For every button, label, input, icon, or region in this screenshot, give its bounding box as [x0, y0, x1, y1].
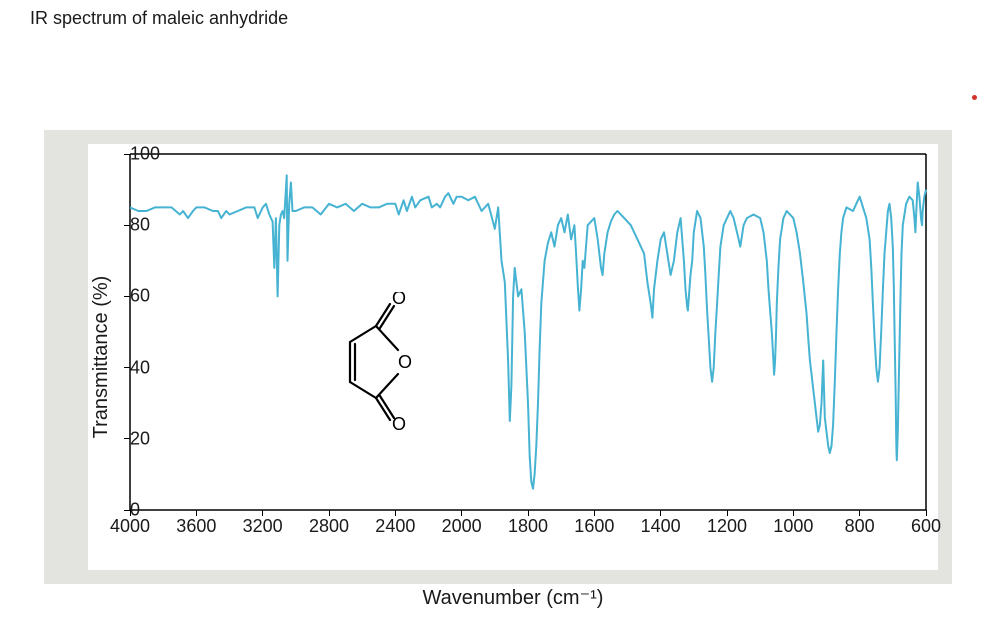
y-tick	[124, 367, 130, 368]
x-tick-label: 1400	[641, 516, 681, 537]
x-tick-label: 3600	[176, 516, 216, 537]
x-tick	[329, 510, 330, 516]
x-tick-label: 4000	[110, 516, 150, 537]
spectrum-line-svg	[88, 144, 938, 570]
x-tick	[926, 510, 927, 516]
molecule-structure: O O O	[336, 292, 426, 432]
y-axis-title: Transmittance (%)	[90, 276, 113, 439]
decorative-dot	[972, 95, 977, 100]
x-tick	[594, 510, 595, 516]
x-tick	[859, 510, 860, 516]
x-tick-label: 800	[845, 516, 875, 537]
x-tick-label: 1000	[773, 516, 813, 537]
figure-frame: O O O Transmittance (%) Wavenumber (cm⁻¹…	[44, 130, 952, 584]
x-tick	[262, 510, 263, 516]
atom-O-ring: O	[398, 352, 412, 372]
x-tick-label: 1600	[574, 516, 614, 537]
x-tick	[130, 510, 131, 516]
x-tick	[660, 510, 661, 516]
x-tick-label: 2400	[375, 516, 415, 537]
y-tick	[124, 438, 130, 439]
x-tick-label: 1800	[508, 516, 548, 537]
x-tick	[196, 510, 197, 516]
plot-area: O O O Transmittance (%) Wavenumber (cm⁻¹…	[88, 144, 938, 570]
x-axis-title: Wavenumber (cm⁻¹)	[88, 585, 938, 610]
atom-O-top: O	[392, 292, 406, 308]
y-tick	[124, 225, 130, 226]
x-tick	[727, 510, 728, 516]
y-tick	[124, 296, 130, 297]
x-tick-label: 1200	[707, 516, 747, 537]
x-tick	[793, 510, 794, 516]
atom-O-bottom: O	[392, 414, 406, 432]
x-tick	[395, 510, 396, 516]
x-tick	[528, 510, 529, 516]
x-tick-label: 2800	[309, 516, 349, 537]
x-tick	[461, 510, 462, 516]
x-tick-label: 600	[911, 516, 941, 537]
x-tick-label: 2000	[442, 516, 482, 537]
y-tick	[124, 154, 130, 155]
page-title: IR spectrum of maleic anhydride	[30, 8, 288, 29]
x-tick-label: 3200	[243, 516, 283, 537]
